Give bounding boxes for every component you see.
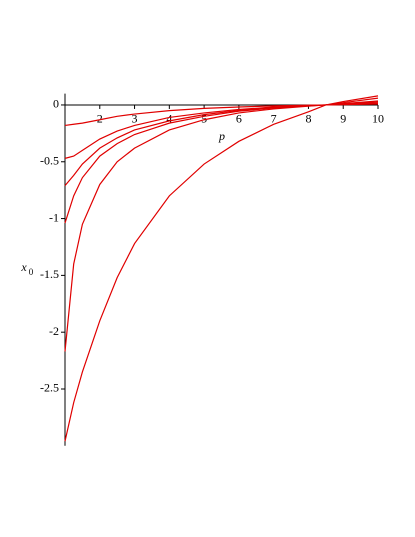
y-axis-label: x xyxy=(20,260,27,274)
y-axis-label-subscript: 0 xyxy=(29,267,34,277)
x-tick-label: 6 xyxy=(236,112,242,126)
x-tick-label: 2 xyxy=(97,112,103,126)
curve xyxy=(64,101,379,187)
x-tick-label: 7 xyxy=(271,112,277,126)
curve xyxy=(64,103,379,127)
curve xyxy=(64,97,379,352)
curve xyxy=(64,95,379,442)
y-tick-label: -0.5 xyxy=(40,154,59,168)
curve xyxy=(64,100,379,224)
y-tick-label: -2.5 xyxy=(40,381,59,395)
y-tick-label: -2 xyxy=(49,324,59,338)
y-tick-label: 0 xyxy=(53,97,59,111)
x-tick-label: 10 xyxy=(372,112,384,126)
x-axis-label: p xyxy=(218,129,225,143)
x-tick-label: 9 xyxy=(340,112,346,126)
y-tick-label: -1.5 xyxy=(40,267,59,281)
x-tick-label: 8 xyxy=(305,112,311,126)
y-tick-label: -1 xyxy=(49,210,59,224)
x-tick-label: 4 xyxy=(166,112,172,126)
x-tick-label: 5 xyxy=(201,112,207,126)
x-tick-label: 3 xyxy=(132,112,138,126)
